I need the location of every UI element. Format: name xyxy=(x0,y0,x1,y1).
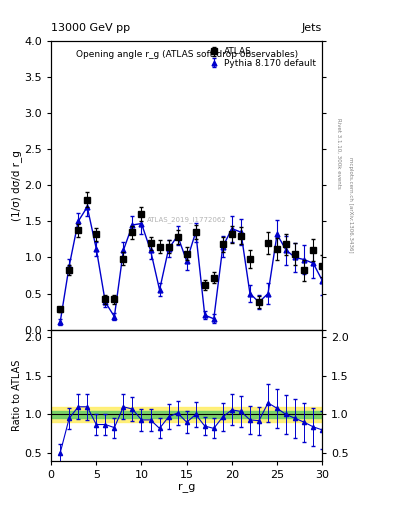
X-axis label: r_g: r_g xyxy=(178,483,195,493)
Legend: ATLAS, Pythia 8.170 default: ATLAS, Pythia 8.170 default xyxy=(205,46,318,70)
Text: Opening angle r_g (ATLAS soft-drop observables): Opening angle r_g (ATLAS soft-drop obser… xyxy=(75,50,298,58)
Y-axis label: Ratio to ATLAS: Ratio to ATLAS xyxy=(11,359,22,431)
Text: Jets: Jets xyxy=(302,23,322,33)
Bar xyxy=(51,412,322,418)
Text: 13000 GeV pp: 13000 GeV pp xyxy=(51,23,130,33)
Text: Rivet 3.1.10, 300k events: Rivet 3.1.10, 300k events xyxy=(336,118,341,189)
Text: mcplots.cern.ch [arXiv:1306.3436]: mcplots.cern.ch [arXiv:1306.3436] xyxy=(348,157,353,252)
Text: ATLAS_2019_I1772062: ATLAS_2019_I1772062 xyxy=(147,217,226,223)
Bar xyxy=(51,407,322,422)
Y-axis label: (1/σ) dσ/d r_g: (1/σ) dσ/d r_g xyxy=(11,150,22,221)
